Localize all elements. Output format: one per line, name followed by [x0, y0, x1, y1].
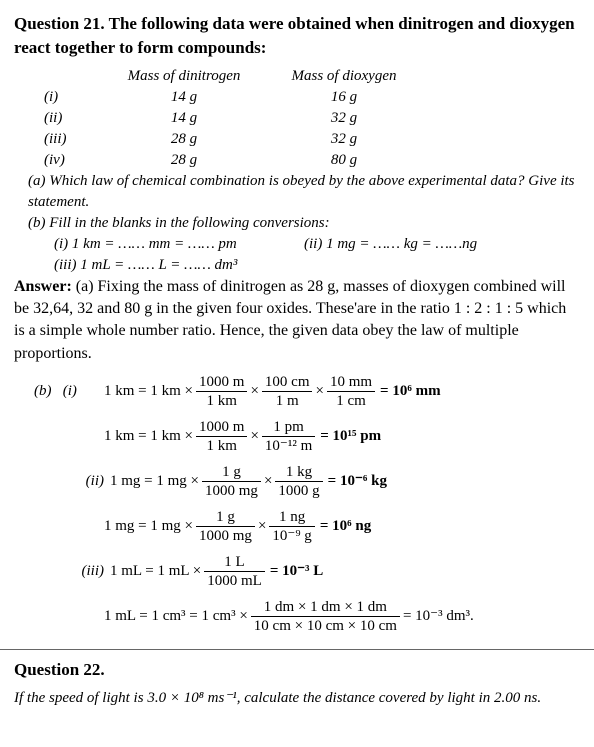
table-row: (ii) 14 g 32 g	[44, 108, 580, 129]
eq-mg-ng: 1 mg = 1 mg × 1 g1000 mg× 1 ng10⁻⁹ g = 1…	[34, 508, 580, 545]
q22-heading: Question 22.	[14, 658, 580, 682]
answer-a: Answer: (a) Fixing the mass of dinitroge…	[14, 276, 580, 366]
table-row: (iii) 28 g 32 g	[44, 129, 580, 150]
part-b-items: (i) 1 km = …… mm = …… pm (ii) 1 mg = …… …	[54, 234, 580, 255]
data-table: Mass of dinitrogen Mass of dioxygen (i) …	[44, 66, 580, 171]
part-b: (b) Fill in the blanks in the following …	[28, 213, 580, 234]
q21-heading: Question 21. The following data were obt…	[14, 12, 580, 60]
eq-ml-l: (iii) 1 mL = 1 mL × 1 L1000 mL = 10⁻³ L	[34, 553, 580, 590]
divider	[0, 649, 594, 650]
part-a: (a) Which law of chemical combination is…	[28, 171, 580, 213]
col-head-n2: Mass of dinitrogen	[94, 66, 274, 87]
part-b-iii: (iii) 1 mL = …… L = …… dm³	[54, 255, 580, 276]
col-head-o2: Mass of dioxygen	[274, 66, 414, 87]
eq-km-mm: (b) (i) 1 km = 1 km × 1000 m1 km× 100 cm…	[34, 373, 580, 410]
eq-mg-kg: (ii) 1 mg = 1 mg × 1 g1000 mg× 1 kg1000 …	[34, 463, 580, 500]
answer-b: (b) (i) 1 km = 1 km × 1000 m1 km× 100 cm…	[34, 373, 580, 635]
eq-km-pm: 1 km = 1 km × 1000 m1 km× 1 pm10⁻¹² m = …	[34, 418, 580, 455]
table-row: (iv) 28 g 80 g	[44, 150, 580, 171]
q22-text: If the speed of light is 3.0 × 10⁸ ms⁻¹,…	[14, 688, 580, 709]
table-row: (i) 14 g 16 g	[44, 87, 580, 108]
eq-ml-dm: 1 mL = 1 cm³ = 1 cm³ × 1 dm × 1 dm × 1 d…	[34, 598, 580, 635]
